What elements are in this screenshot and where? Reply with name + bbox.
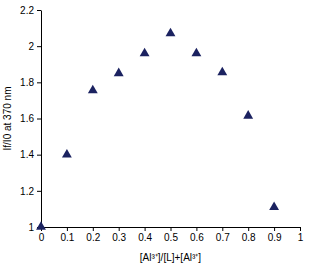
tick-mark bbox=[222, 227, 223, 231]
point bbox=[243, 110, 253, 119]
tick-mark bbox=[196, 227, 197, 231]
tick-mark bbox=[93, 227, 94, 231]
tick-label: 0.4 bbox=[138, 232, 152, 243]
tick: 0.1 bbox=[60, 227, 74, 243]
tick: 0.2 bbox=[86, 227, 100, 243]
tick: 0.3 bbox=[112, 227, 126, 243]
tick-mark bbox=[248, 227, 249, 231]
tick-label: 0.9 bbox=[268, 232, 282, 243]
y-axis-title: If/I0 at 370 nm bbox=[2, 87, 13, 151]
point bbox=[62, 149, 72, 158]
tick: 0.8 bbox=[242, 227, 256, 243]
tick-label: 2 bbox=[28, 41, 34, 52]
tick: 2 bbox=[28, 41, 41, 52]
tick-label: 1.2 bbox=[20, 186, 34, 197]
tick-label: 1.8 bbox=[20, 77, 34, 88]
point bbox=[114, 68, 124, 77]
tick-label: 2.2 bbox=[20, 5, 34, 16]
tick-mark bbox=[171, 227, 172, 231]
tick-mark bbox=[67, 227, 68, 231]
tick-mark bbox=[300, 227, 301, 231]
point bbox=[140, 48, 150, 57]
tick-mark bbox=[37, 82, 41, 83]
tick: 1.2 bbox=[20, 186, 41, 197]
tick-label: 0.5 bbox=[164, 232, 178, 243]
tick-label: 0.6 bbox=[190, 232, 204, 243]
tick: 0.4 bbox=[138, 227, 152, 243]
tick: 0.7 bbox=[216, 227, 230, 243]
tick-mark bbox=[37, 155, 41, 156]
point bbox=[166, 28, 176, 37]
tick-label: 1.4 bbox=[20, 149, 34, 160]
tick: 0.6 bbox=[190, 227, 204, 243]
tick-label: 0.2 bbox=[86, 232, 100, 243]
point bbox=[217, 67, 227, 76]
points bbox=[36, 28, 279, 230]
tick-label: 0.7 bbox=[216, 232, 230, 243]
tick: 1.8 bbox=[20, 77, 41, 88]
tick-label: 1 bbox=[298, 232, 304, 243]
tick-mark bbox=[37, 191, 41, 192]
tick-label: 0.1 bbox=[60, 232, 74, 243]
tick: 1.4 bbox=[20, 149, 41, 160]
point bbox=[191, 48, 201, 57]
tick-mark bbox=[37, 46, 41, 47]
tick-label: 0 bbox=[39, 232, 45, 243]
tick: 2.2 bbox=[20, 5, 41, 16]
tick-mark bbox=[119, 227, 120, 231]
tick-mark bbox=[145, 227, 146, 231]
tick: 1 bbox=[298, 227, 304, 243]
x-axis: 0 0.1 0.2 0.3 0.4 0.5 0.6 0.7 0.8 0.9 1 bbox=[39, 227, 304, 243]
tick-label: 0.8 bbox=[242, 232, 256, 243]
plot: 00.10.20.30.40.50.60.70.80.9111.21.41.61… bbox=[20, 5, 304, 243]
chart: 00.10.20.30.40.50.60.70.80.9111.21.41.61… bbox=[0, 0, 315, 267]
tick-label: 1.6 bbox=[20, 113, 34, 124]
y-axis: 1 1.2 1.4 1.6 1.8 2 2.2 bbox=[20, 5, 41, 233]
tick-label: 1 bbox=[28, 222, 34, 233]
point bbox=[88, 85, 98, 94]
x-axis-title: [Al³⁺]/[L]+[Al³⁺] bbox=[140, 252, 202, 263]
tick-label: 0.3 bbox=[112, 232, 126, 243]
tick: 0.9 bbox=[268, 227, 282, 243]
tick-mark bbox=[37, 10, 41, 11]
tick: 1.6 bbox=[20, 113, 41, 124]
axis-line bbox=[41, 11, 42, 228]
point bbox=[269, 201, 279, 210]
tick: 0.5 bbox=[164, 227, 178, 243]
point bbox=[36, 221, 46, 230]
tick-mark bbox=[37, 119, 41, 120]
tick-mark bbox=[274, 227, 275, 231]
